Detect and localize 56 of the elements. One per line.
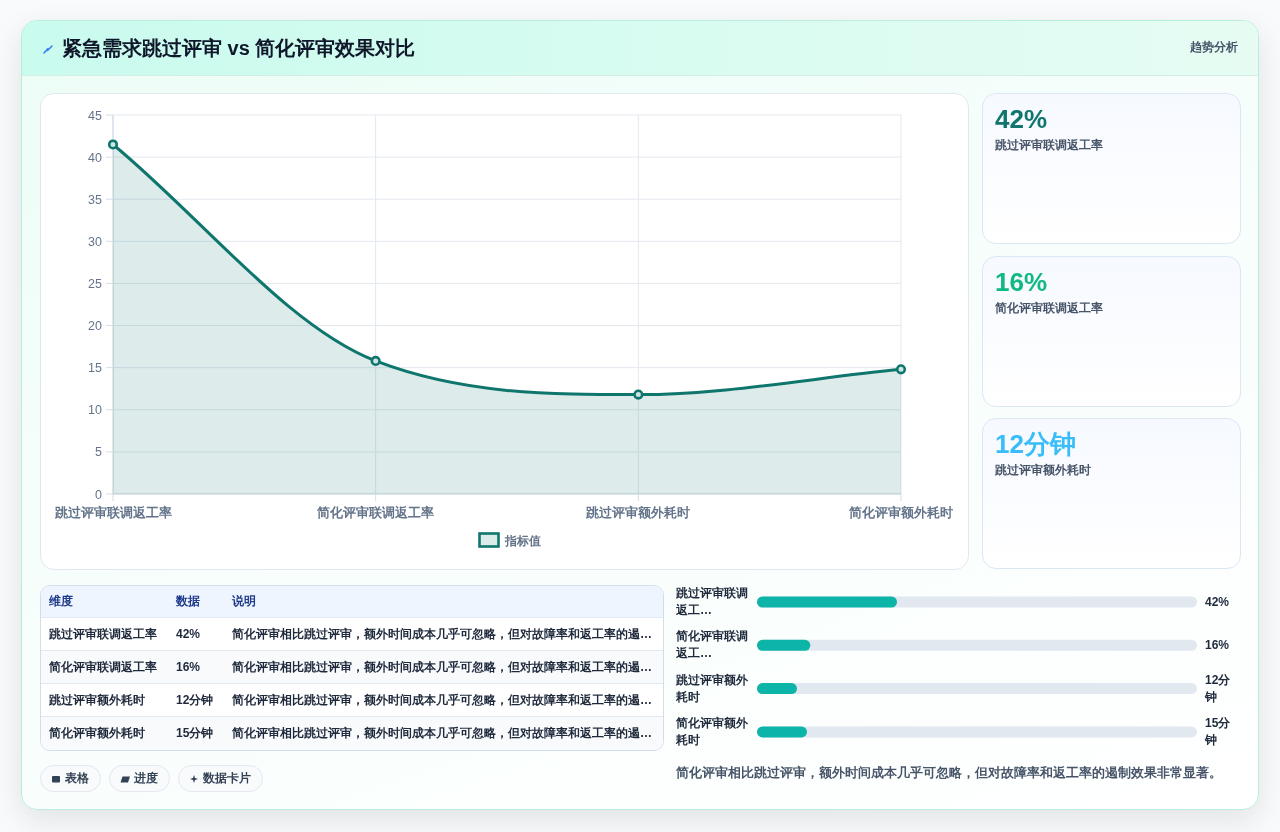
text: 进度 [134, 771, 158, 786]
legend-label: 指标值 [503, 533, 541, 548]
y-tick-label: 20 [88, 319, 103, 334]
data-label: 16% [1205, 636, 1231, 654]
text: 跳过评审额外耗时 [995, 462, 1091, 478]
y-tick-label: 15 [88, 361, 103, 376]
y-tick-label: 30 [88, 234, 103, 249]
text: 42% [176, 626, 201, 643]
bar [757, 639, 811, 651]
y-tick-label: 35 [88, 192, 103, 207]
text: 简化评审相比跳过评审，额外时间成本几乎可忽略，但对故障率和返工率的遏… [232, 724, 652, 742]
x-tick-label: 简化评审额外耗时 [848, 505, 953, 520]
bar [757, 596, 897, 608]
text: 跳过评审联调返工率 [49, 625, 157, 643]
text: 简化评审相比跳过评审，额外时间成本几乎可忽略，但对故障率和返工率的遏… [232, 691, 652, 709]
y-tick-label: 跳过评审额外耗时 [676, 671, 749, 706]
bar [757, 683, 797, 695]
chart-title: 紧急需求跳过评审 vs 简化评审效果对比 [62, 36, 416, 61]
x-tick-label: 跳过评审联调返工率 [53, 505, 172, 520]
y-tick-label: 简化评审额外耗时 [676, 714, 749, 749]
text: 维度 [49, 593, 73, 610]
x-tick-label: 简化评审联调返工率 [316, 505, 435, 520]
text: 简化评审相比跳过评审，额外时间成本几乎可忽略，但对故障率和返工率的遏… [232, 658, 652, 676]
text: 表格 [65, 771, 89, 786]
text: 42% [995, 104, 1048, 134]
y-tick-label: 25 [88, 276, 103, 291]
data-label: 12分钟 [1205, 671, 1232, 706]
text: 16% [176, 659, 201, 676]
y-tick-label: 40 [88, 150, 103, 165]
text: 数据卡片 [203, 771, 251, 786]
point [370, 355, 381, 367]
y-tick-label: 45 [88, 108, 103, 123]
point [633, 389, 644, 400]
text: 简化评审联调返工率 [995, 299, 1103, 316]
point [895, 364, 907, 375]
text: 跳过评审联调返工率 [995, 137, 1103, 153]
y-tick-label: 5 [95, 445, 103, 460]
text: 简化评审相比跳过评审，额外时间成本几乎可忽略，但对故障率和返工率的遏制效果非常显著。 [676, 764, 1222, 782]
y-tick-label: 10 [88, 403, 103, 418]
data-label: 42% [1205, 593, 1231, 611]
x-tick-label: 跳过评审额外耗时 [585, 505, 691, 520]
y-tick-label: 跳过评审联调返工… [676, 585, 749, 619]
y-tick-label: 简化评审联调返工… [676, 628, 749, 663]
bar [757, 726, 807, 738]
text: 趋势分析 [1190, 39, 1238, 55]
text: 12分钟 [995, 429, 1076, 459]
y-tick-label: 0 [95, 487, 103, 502]
text: 说明 [232, 593, 256, 610]
text: 简化评审相比跳过评审，额外时间成本几乎可忽略，但对故障率和返工率的遏… [232, 625, 652, 643]
point [107, 139, 119, 150]
data-label: 15分钟 [1205, 714, 1232, 749]
text: 简化评审联调返工率 [49, 658, 157, 676]
text: 16% [995, 266, 1048, 297]
text: 15分钟 [176, 724, 214, 742]
text: 12分钟 [176, 691, 214, 709]
text: 数据 [176, 593, 200, 610]
